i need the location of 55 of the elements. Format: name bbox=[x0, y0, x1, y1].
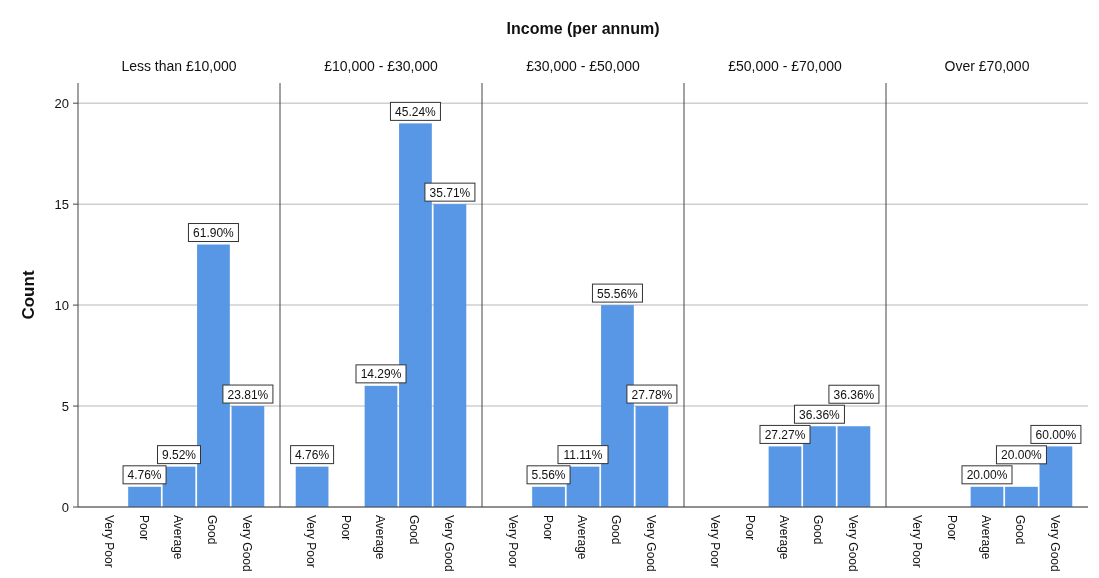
y-tick-label: 5 bbox=[61, 398, 69, 414]
annotation: 11.11% bbox=[563, 448, 603, 463]
annotation: 4.76% bbox=[295, 448, 330, 463]
y-tick-label: 20 bbox=[54, 95, 69, 111]
y-tick-label: 0 bbox=[61, 499, 69, 515]
annotation: 35.71% bbox=[429, 185, 471, 200]
x-tick-label: Very Good bbox=[239, 515, 254, 572]
annotation: 27.27% bbox=[764, 427, 806, 442]
x-tick-label: Good bbox=[407, 515, 422, 545]
x-tick-label: Poor bbox=[944, 515, 959, 541]
annotation: 23.81% bbox=[227, 387, 269, 402]
annotation: 61.90% bbox=[193, 226, 235, 241]
annotation: 55.56% bbox=[597, 286, 639, 301]
x-tick-label: Poor bbox=[136, 515, 151, 541]
annotation: 36.36% bbox=[799, 407, 841, 422]
chart-subtitle: Less than £10,000 bbox=[121, 58, 237, 74]
x-tick-label: Poor bbox=[540, 515, 555, 541]
annotation: 9.52% bbox=[161, 448, 197, 463]
x-tick-label: Very Poor bbox=[708, 515, 723, 568]
chart-subtitle: £10,000 - £30,000 bbox=[324, 58, 439, 74]
x-tick-label: Very Poor bbox=[304, 515, 319, 568]
x-tick-label: Average bbox=[373, 515, 387, 560]
annotation: 20.00% bbox=[966, 468, 1008, 483]
x-tick-label: Very Good bbox=[1047, 515, 1062, 572]
chart-subtitle: £30,000 - £50,000 bbox=[526, 58, 641, 74]
x-tick-label: Very Poor bbox=[910, 515, 925, 568]
x-tick-label: Poor bbox=[742, 515, 757, 541]
annotation: 20.00% bbox=[1001, 448, 1043, 463]
x-tick-label: Good bbox=[609, 515, 624, 545]
annotation: 27.78% bbox=[631, 387, 673, 402]
x-tick-label: Very Poor bbox=[102, 515, 117, 568]
x-tick-label: Good bbox=[1013, 515, 1028, 545]
annotation: 14.29% bbox=[360, 367, 402, 382]
y-tick-label: 10 bbox=[54, 297, 69, 313]
x-tick-label: Average bbox=[777, 515, 791, 560]
x-tick-label: Good bbox=[205, 515, 220, 545]
x-tick-label: Average bbox=[979, 515, 993, 560]
annotation: 4.76% bbox=[127, 468, 162, 483]
chart-title: Income (per annum) bbox=[506, 20, 660, 37]
x-tick-label: Very Good bbox=[441, 515, 456, 572]
annotation: 5.56% bbox=[531, 468, 566, 483]
chart-subtitle: £50,000 - £70,000 bbox=[728, 58, 843, 74]
x-tick-label: Very Good bbox=[643, 515, 658, 572]
y-tick-label: 15 bbox=[54, 196, 69, 212]
annotation: 45.24% bbox=[395, 104, 437, 119]
x-tick-label: Poor bbox=[338, 515, 353, 541]
annotation: 60.00% bbox=[1035, 427, 1077, 442]
x-tick-label: Average bbox=[575, 515, 589, 560]
x-tick-label: Very Good bbox=[845, 515, 860, 572]
x-tick-label: Very Poor bbox=[506, 515, 521, 568]
annotation: 36.36% bbox=[833, 387, 875, 402]
y-axis-title: Count bbox=[19, 270, 38, 320]
x-tick-label: Average bbox=[171, 515, 185, 560]
x-tick-label: Good bbox=[811, 515, 826, 545]
chart-subtitle: Over £70,000 bbox=[944, 58, 1030, 74]
